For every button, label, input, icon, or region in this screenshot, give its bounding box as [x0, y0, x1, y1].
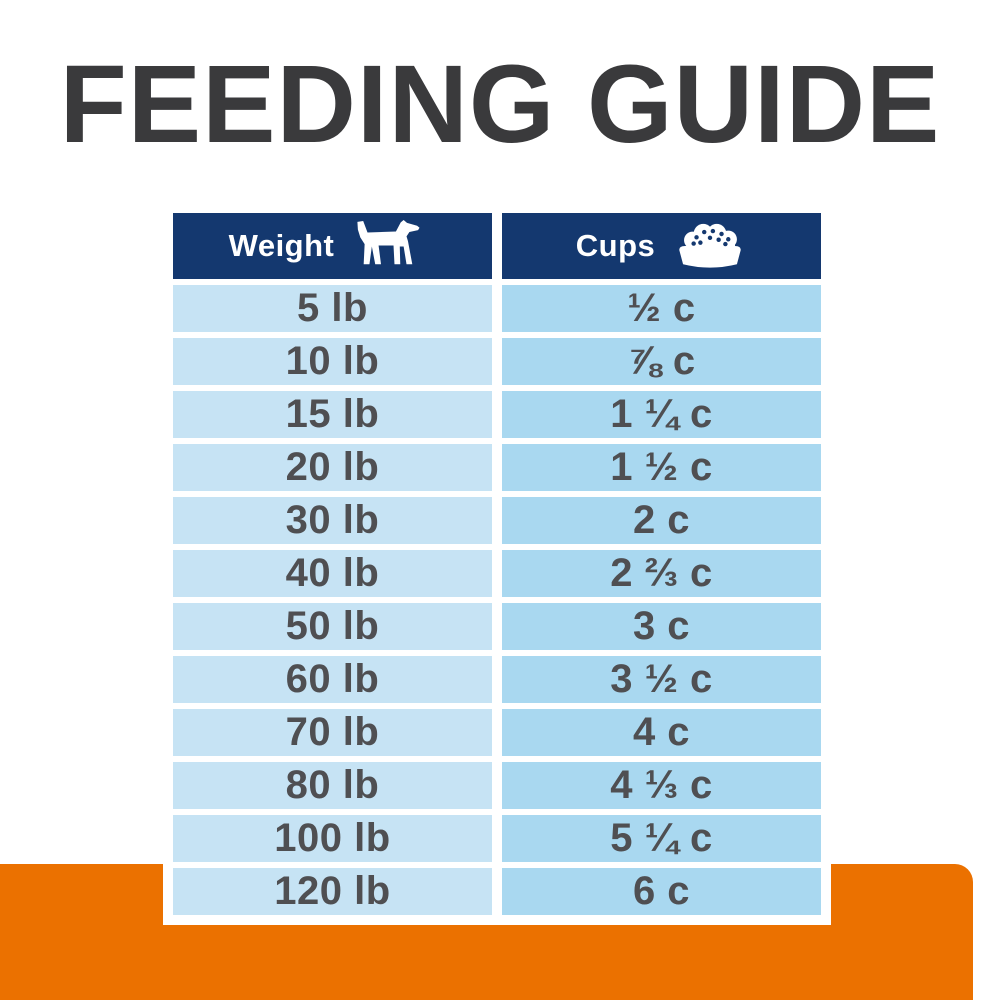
weight-header-label: Weight: [228, 228, 335, 263]
cups-cell: 1 ¼ c: [502, 391, 821, 438]
cups-cell: ⅞ c: [502, 338, 821, 385]
cups-cell: ½ c: [502, 285, 821, 332]
weight-cell: 60 lb: [173, 656, 492, 703]
cups-cell: 2 ⅔ c: [502, 550, 821, 597]
weight-cell: 120 lb: [173, 868, 492, 915]
weight-cell: 70 lb: [173, 709, 492, 756]
cups-cell: 1 ½ c: [502, 444, 821, 491]
weight-cell: 5 lb: [173, 285, 492, 332]
bowl-icon: [679, 223, 742, 268]
weight-cell: 40 lb: [173, 550, 492, 597]
dog-icon: [357, 220, 420, 265]
weight-column-header: Weight: [173, 213, 492, 279]
cups-cell: 3 c: [502, 603, 821, 650]
weight-cell: 80 lb: [173, 762, 492, 809]
table-panel: Weight Cups: [163, 213, 831, 925]
weight-cell: 30 lb: [173, 497, 492, 544]
page-title: FEEDING GUIDE: [59, 43, 941, 166]
weight-cell: 20 lb: [173, 444, 492, 491]
cups-cell: 6 c: [502, 868, 821, 915]
cups-cell: 3 ½ c: [502, 656, 821, 703]
feeding-table: Weight Cups: [173, 213, 821, 915]
cups-cell: 4 ⅓ c: [502, 762, 821, 809]
weight-cell: 10 lb: [173, 338, 492, 385]
cups-cell: 4 c: [502, 709, 821, 756]
cups-cell: 2 c: [502, 497, 821, 544]
weight-cell: 50 lb: [173, 603, 492, 650]
weight-cell: 100 lb: [173, 815, 492, 862]
cups-cell: 5 ¼ c: [502, 815, 821, 862]
cups-header-label: Cups: [575, 228, 656, 263]
weight-cell: 15 lb: [173, 391, 492, 438]
cups-column-header: Cups: [502, 213, 821, 279]
